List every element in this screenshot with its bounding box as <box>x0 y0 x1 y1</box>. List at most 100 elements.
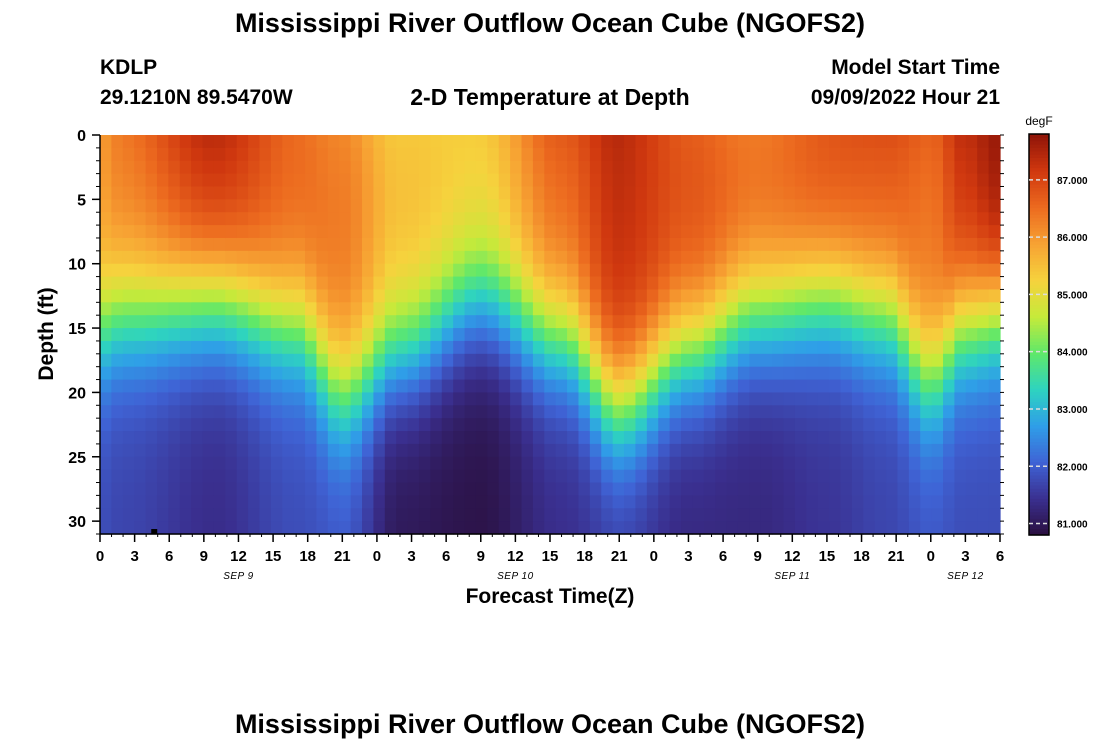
heatmap-cell <box>920 302 933 316</box>
heatmap-cell <box>293 289 306 303</box>
heatmap-cell <box>487 302 500 316</box>
heatmap-cell <box>851 237 864 252</box>
heatmap-cell <box>578 508 591 522</box>
heatmap-cell <box>601 237 614 252</box>
heatmap-cell <box>202 160 215 175</box>
heatmap-cell <box>749 366 762 381</box>
heatmap-cell <box>703 456 716 471</box>
heatmap-cell <box>487 199 500 213</box>
heatmap-cell <box>931 340 944 355</box>
heatmap-cell <box>954 237 967 252</box>
heatmap-cell <box>965 443 978 458</box>
heatmap-cell <box>920 263 933 278</box>
heatmap-cell <box>897 405 910 419</box>
heatmap-cell <box>578 212 591 226</box>
heatmap-cell <box>726 302 739 316</box>
heatmap-cell <box>726 328 739 342</box>
heatmap-cell <box>908 289 921 303</box>
heatmap-cell <box>396 443 409 458</box>
heatmap-cell <box>498 173 511 188</box>
heatmap-cell <box>920 315 933 329</box>
heatmap-cell <box>772 443 785 458</box>
heatmap-cell <box>430 173 443 188</box>
heatmap-cell <box>407 135 420 149</box>
heatmap-cell <box>715 328 728 342</box>
heatmap-cell <box>954 328 967 342</box>
heatmap-cell <box>612 276 625 291</box>
heatmap-cell <box>350 469 363 484</box>
heatmap-cell <box>658 160 671 175</box>
heatmap-cell <box>145 392 158 406</box>
heatmap-cell <box>943 418 956 432</box>
heatmap-cell <box>122 160 135 175</box>
heatmap-cell <box>236 366 249 381</box>
heatmap-cell <box>692 328 705 342</box>
heatmap-cell <box>601 302 614 316</box>
heatmap-cell <box>624 431 637 445</box>
heatmap-cell <box>396 328 409 342</box>
heatmap-cell <box>248 431 261 445</box>
heatmap-cell <box>396 366 409 381</box>
heatmap-cell <box>396 482 409 496</box>
heatmap-cell <box>669 379 682 394</box>
heatmap-cell <box>236 225 249 239</box>
heatmap-cell <box>749 160 762 175</box>
heatmap-cell <box>908 443 921 458</box>
heatmap-cell <box>646 199 659 213</box>
heatmap-cell <box>191 186 204 200</box>
heatmap-cell <box>327 456 340 471</box>
heatmap-cell <box>168 328 181 342</box>
heatmap-cell <box>373 379 386 394</box>
colorbar-segment <box>1029 468 1049 473</box>
heatmap-cell <box>726 469 739 484</box>
heatmap-cell <box>191 405 204 419</box>
heatmap-cell <box>259 173 272 188</box>
heatmap-cell <box>760 340 773 355</box>
heatmap-cell <box>179 276 192 291</box>
heatmap-cell <box>179 160 192 175</box>
heatmap-cell <box>293 469 306 484</box>
heatmap-cell <box>316 302 329 316</box>
heatmap-cell <box>282 353 295 368</box>
heatmap-cell <box>225 392 238 406</box>
heatmap-cell <box>225 405 238 419</box>
heatmap-cell <box>270 186 283 200</box>
heatmap-cell <box>544 302 557 316</box>
heatmap-cell <box>886 521 899 535</box>
heatmap-cell <box>305 225 318 239</box>
heatmap-cell <box>248 405 261 419</box>
heatmap-cell <box>430 263 443 278</box>
heatmap-cell <box>669 353 682 368</box>
colorbar-segment <box>1029 147 1049 152</box>
heatmap-cell <box>418 147 431 162</box>
heatmap-cell <box>578 250 591 265</box>
heatmap-cell <box>692 199 705 213</box>
heatmap-cell <box>453 302 466 316</box>
heatmap-cell <box>487 521 500 535</box>
heatmap-cell <box>624 302 637 316</box>
heatmap-cell <box>202 482 215 496</box>
heatmap-cell <box>555 315 568 329</box>
heatmap-cell <box>236 160 249 175</box>
heatmap-cell <box>407 482 420 496</box>
heatmap-cell <box>305 147 318 162</box>
heatmap-cell <box>339 315 352 329</box>
heatmap-cell <box>840 315 853 329</box>
heatmap-cell <box>555 431 568 445</box>
heatmap-cell <box>943 237 956 252</box>
x-tick-label: 0 <box>373 548 381 565</box>
heatmap-cell <box>475 340 488 355</box>
heatmap-cell <box>327 431 340 445</box>
heatmap-cell <box>453 379 466 394</box>
heatmap-cell <box>760 135 773 149</box>
heatmap-cell <box>418 379 431 394</box>
heatmap-cell <box>829 456 842 471</box>
heatmap-cell <box>498 443 511 458</box>
colorbar-segment <box>1029 281 1049 285</box>
heatmap-cell <box>111 418 124 432</box>
heatmap-cell <box>453 289 466 303</box>
heatmap-cell <box>213 469 226 484</box>
heatmap-cell <box>567 392 580 406</box>
heatmap-cell <box>578 186 591 200</box>
heatmap-cell <box>293 135 306 149</box>
